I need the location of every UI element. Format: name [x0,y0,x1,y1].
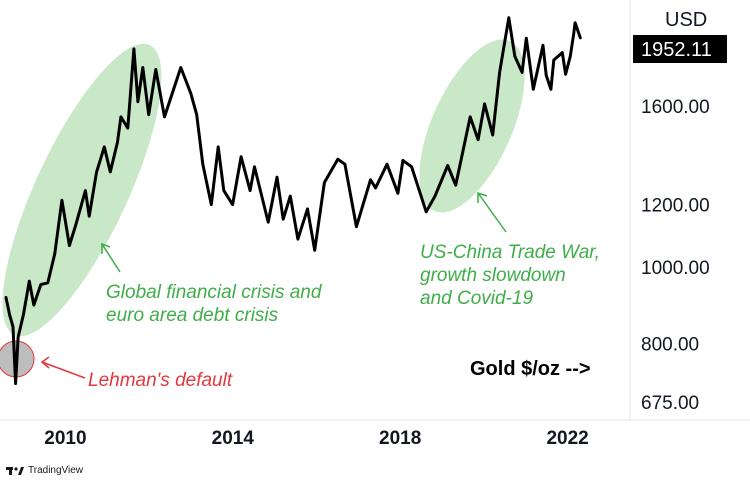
trade-war-annotation-line: and Covid-19 [420,288,533,309]
last-price-badge [633,35,727,63]
crisis-annotation-line: Global financial crisis and [106,282,323,303]
lehman-arrow [40,356,86,379]
price-axis: 1600.00 1200.00 1000.00 800.00 675.00 [641,97,710,414]
trade-war-annotation-line: growth slowdown [420,265,566,286]
last-price-label: 1952.11 [641,39,712,61]
y-tick-label: 675.00 [641,393,699,414]
crisis-annotation-line: euro area debt crisis [106,305,279,326]
x-tick-label: 2022 [546,428,588,449]
crisis-arrow [101,242,121,273]
time-axis: 2010 2014 2018 2022 [44,428,588,449]
lehman-annotation: Lehman's default [88,370,233,391]
x-tick-label: 2018 [379,428,421,449]
y-tick-label: 800.00 [641,335,699,356]
gold-price-line [4,16,582,385]
tradingview-logo-icon [6,466,24,475]
trade-war-annotation: US-China Trade War, growth slowdown and … [420,242,605,309]
x-tick-label: 2014 [212,428,255,449]
series-title: Gold $/oz --> [470,358,591,380]
tradingview-brand-label: TradingView [28,465,84,476]
currency-label: USD [665,9,707,31]
y-tick-label: 1600.00 [641,97,710,118]
y-tick-label: 1200.00 [641,196,710,217]
x-tick-label: 2010 [44,428,86,449]
trade-war-arrow [477,191,507,233]
crisis-annotation: Global financial crisis and euro area de… [106,282,327,326]
y-tick-label: 1000.00 [641,258,710,279]
tradingview-brand[interactable]: TradingView [6,465,83,476]
trade-war-annotation-line: US-China Trade War, [420,242,600,263]
